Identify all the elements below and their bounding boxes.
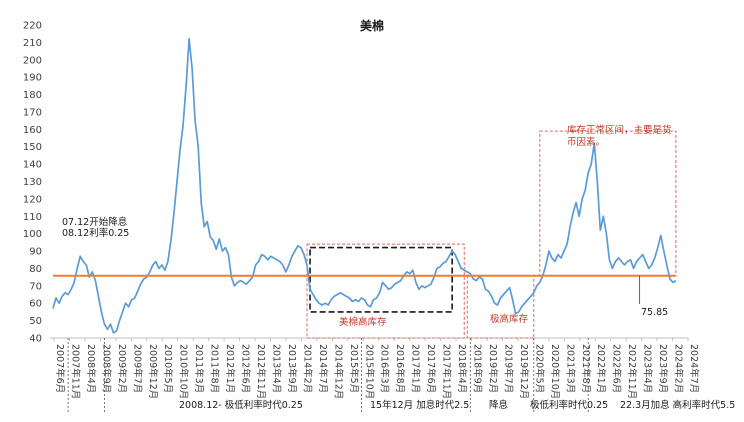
red-dashed-box-2019 [466,274,535,339]
black-dashed-box-2014 [309,246,453,313]
x-tick-label: 2010年5月 [162,344,174,393]
y-tick-label: 170 [23,107,42,118]
era-label-3: 降息 [489,399,508,411]
x-tick-label: 2024年7月 [688,344,700,393]
y-tick-label: 100 [23,229,42,240]
y-tick-label: 200 [23,55,42,66]
y-tick-label: 60 [29,299,42,310]
annotation-very-high-inventory: 极高库存 [490,313,529,325]
x-tick-label: 2022年6月 [611,344,623,393]
red-dashed-box-2014 [306,243,465,339]
x-tick-label: 2008年9月 [100,344,112,393]
annotation-rate-cut-2: 08.12利率0.25 [62,227,129,239]
x-tick-label: 2008年4月 [85,344,97,393]
x-tick-label: 2009年7月 [131,344,143,393]
series-line-price [52,38,677,334]
annotation-high-inventory: 美棉高库存 [339,316,387,328]
x-tick-label: 2015年10月 [363,344,375,399]
y-tick-label: 140 [23,160,42,171]
y-tick-label: 120 [23,194,42,205]
x-tick-label: 2016年3月 [379,344,391,393]
x-axis: 2007年6月 2007年11月 2008年4月 2008年9月 2009年2月 2009… [50,337,700,399]
x-tick-label: 2009年12月 [147,344,159,399]
x-tick-label: 2017年6月 [425,344,437,393]
x-tick-label: 2019年12月 [518,344,530,399]
x-tick-label: 2012年1月 [224,344,236,393]
x-tick-label: 2020年5月 [533,344,545,393]
x-tick-label: 2014年12月 [332,344,344,399]
y-tick-label: 50 [29,316,42,327]
x-tick-label: 2018年4月 [456,344,468,393]
series-layer [52,38,677,334]
y-tick-label: 130 [23,177,42,188]
x-tick-label: 2024年2月 [673,344,685,393]
x-tick-label: 2011年8月 [209,344,221,393]
x-tick-label: 2013年9月 [286,344,298,393]
x-tick-label: 2015年5月 [348,344,360,393]
x-tick-label: 2013年4月 [270,344,282,393]
x-tick-label: 2014年2月 [301,344,313,393]
y-tick-label: 40 [29,334,42,345]
x-tick-label: 2012年6月 [240,344,252,393]
x-tick-label: 2010年10月 [178,344,190,399]
x-tick-label: 2021年3月 [564,344,576,393]
y-tick-label: 190 [23,73,42,84]
x-tick-label: 2023年4月 [642,344,654,393]
y-tick-label: 160 [23,125,42,136]
y-tick-label: 90 [29,247,42,258]
y-tick-label: 110 [23,212,42,223]
y-axis: 40 50 60 70 80 90 100 110 120 130 140 150 160 170 180 1… [23,21,42,345]
era-label-4: 极低利率时代0.25 [530,399,608,411]
annotation-rate-cut-1: 07.12开始降息 [62,216,127,228]
x-tick-label: 2018年9月 [472,344,484,393]
y-tick-label: 210 [23,38,42,49]
y-tick-label: 220 [23,21,42,32]
x-tick-label: 2017年11月 [441,344,453,399]
mean-value-label: 75.85 [641,307,668,318]
x-tick-label: 2017年1月 [410,344,422,393]
y-tick-label: 180 [23,90,42,101]
y-tick-label: 150 [23,142,42,153]
era-label-1: 2008.12- 极低利率时代0.25 [179,399,303,411]
x-tick-label: 2022年11月 [626,344,638,399]
era-label-5: 22.3月加息 高利率时代5.5 [620,399,735,411]
annotation-normal-inventory-2: 币因素。 [567,136,605,148]
x-tick-label: 2016年8月 [394,344,406,393]
x-tick-label: 2009年2月 [116,344,128,393]
chart-title: 美棉 [360,18,384,33]
x-tick-label: 2019年2月 [487,344,499,393]
x-tick-label: 2007年11月 [69,344,81,399]
x-tick-label: 2014年7月 [317,344,329,393]
x-tick-label: 2023年9月 [657,344,669,393]
x-tick-label: 2020年10月 [549,344,561,399]
annotation-boxes [67,130,677,414]
x-tick-label: 2021年8月 [580,344,592,393]
x-tick-label: 2019年7月 [502,344,514,393]
x-tick-label: 2012年11月 [255,344,267,399]
y-tick-label: 80 [29,264,42,275]
y-tick-label: 70 [29,281,42,292]
annotation-normal-inventory-1: 库存正常区间，主要是货 [567,124,672,136]
era-label-2: 15年12月 加息时代2.5 [370,399,469,411]
x-tick-label: 2007年6月 [54,344,66,393]
x-tick-label: 2011年3月 [193,344,205,393]
x-tick-label: 2022年1月 [595,344,607,393]
